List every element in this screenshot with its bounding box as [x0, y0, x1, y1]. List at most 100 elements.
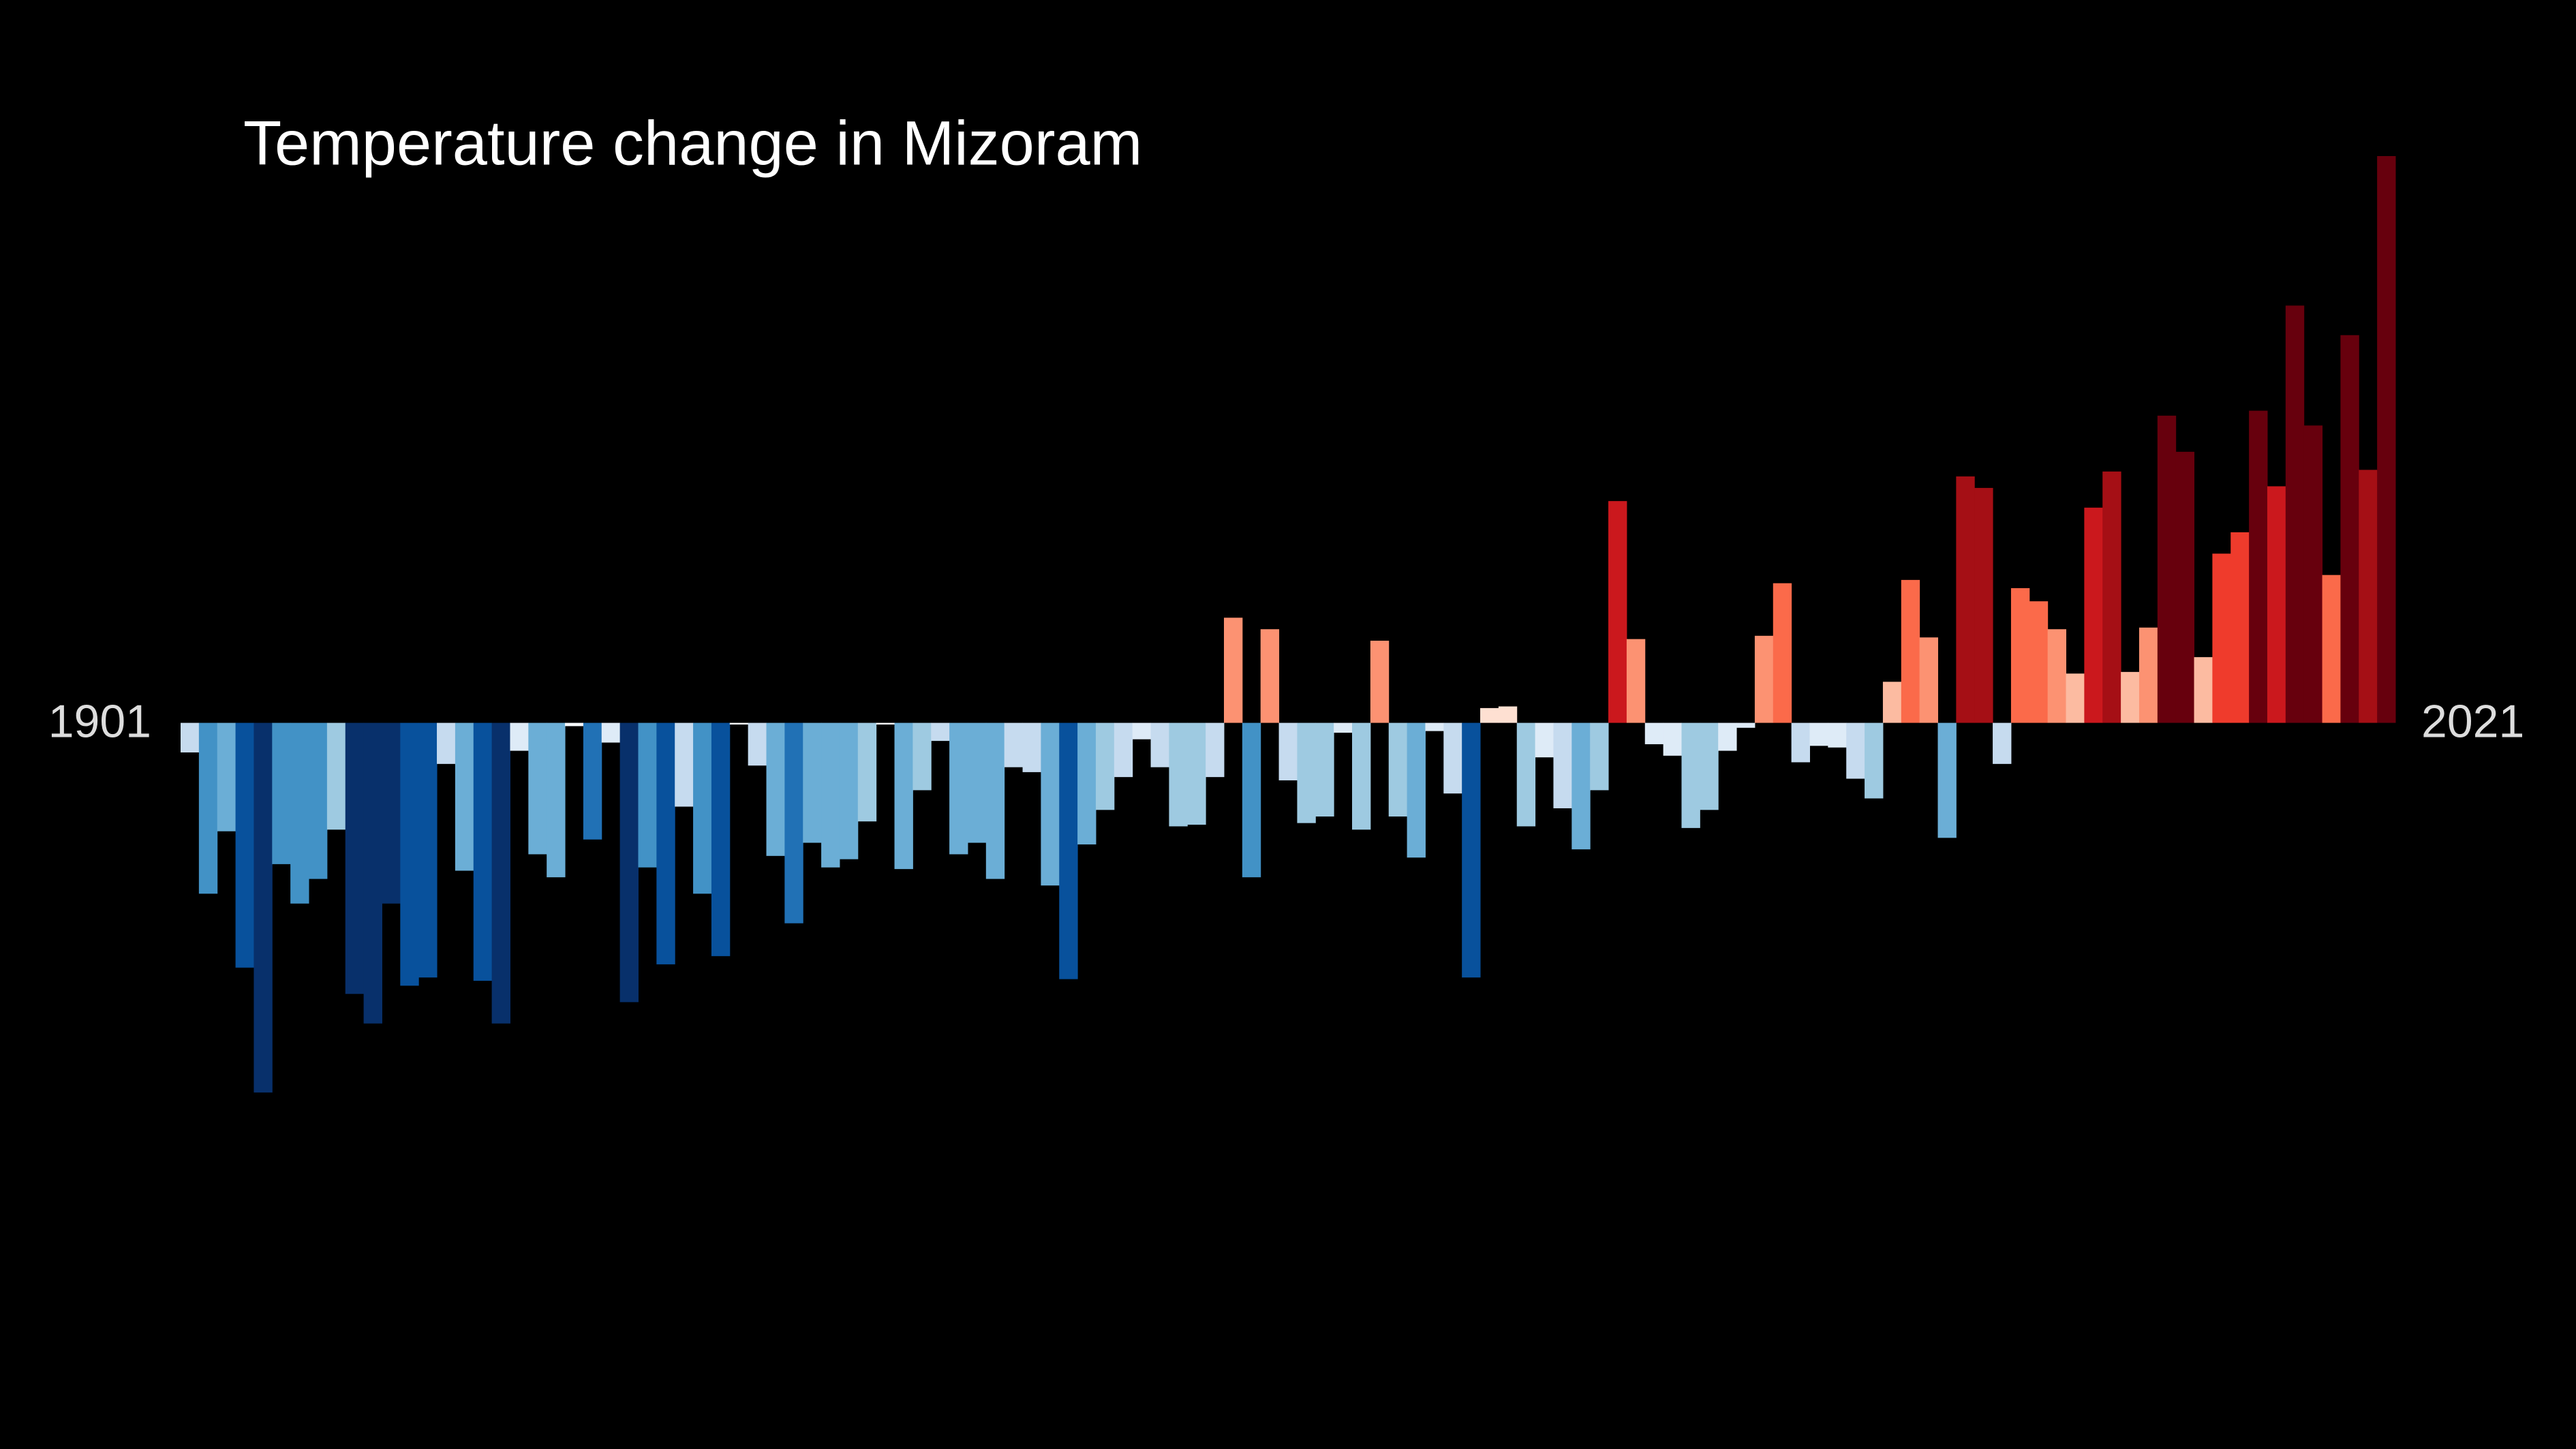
- bar: [784, 722, 803, 924]
- bar: [949, 722, 968, 855]
- bar: [729, 722, 749, 724]
- bar: [2157, 415, 2177, 723]
- bar: [1626, 639, 1646, 723]
- bar: [1223, 617, 1243, 723]
- bar: [565, 722, 584, 727]
- bar: [1004, 722, 1024, 767]
- bar: [1388, 722, 1408, 817]
- bar: [2175, 451, 2195, 723]
- bar: [272, 722, 291, 864]
- bar: [985, 722, 1005, 879]
- bar: [1077, 722, 1097, 844]
- bar: [528, 722, 547, 855]
- bar: [1278, 722, 1298, 780]
- bar: [418, 722, 438, 978]
- bar: [748, 722, 767, 766]
- bar: [2066, 673, 2085, 723]
- x-tick-label: 1901: [48, 696, 151, 748]
- bar: [1498, 706, 1518, 723]
- bar: [181, 722, 200, 752]
- bar: [1937, 722, 1957, 838]
- bar: [1260, 629, 1280, 723]
- bar: [473, 722, 493, 981]
- bar: [290, 722, 309, 904]
- bar: [1480, 707, 1499, 723]
- bar: [675, 722, 694, 807]
- bar: [510, 722, 529, 751]
- bar: [2267, 486, 2286, 723]
- bar: [1150, 722, 1169, 767]
- bar: [913, 722, 932, 791]
- bar: [967, 722, 987, 843]
- bar: [1443, 722, 1462, 794]
- bar: [1059, 722, 1078, 979]
- bar: [2212, 553, 2231, 723]
- bar: [1095, 722, 1115, 810]
- bar: [254, 722, 273, 1093]
- bar: [619, 722, 639, 1003]
- bar: [1334, 722, 1353, 733]
- bar: [1791, 722, 1810, 763]
- bar: [547, 722, 566, 878]
- bar: [2010, 588, 2030, 723]
- bar: [326, 722, 346, 830]
- bar: [656, 722, 675, 964]
- bar: [1187, 722, 1206, 825]
- bar: [2102, 471, 2121, 723]
- bar: [309, 722, 328, 879]
- bar: [1169, 722, 1188, 827]
- bar: [1681, 722, 1700, 828]
- bar: [876, 722, 895, 724]
- bar: [931, 722, 950, 742]
- bar: [1663, 722, 1682, 756]
- bar: [1553, 722, 1572, 808]
- bar: [1022, 722, 1041, 772]
- bar: [1736, 722, 1755, 728]
- bar: [382, 722, 401, 904]
- bar: [638, 722, 657, 868]
- bar: [2029, 601, 2049, 723]
- bar: [2138, 627, 2158, 723]
- bar: [1041, 722, 1060, 886]
- bar: [1297, 722, 1316, 823]
- bar: [1993, 722, 2012, 764]
- bar: [1865, 722, 1884, 799]
- bar: [235, 722, 254, 968]
- bar: [1754, 635, 1774, 723]
- bar: [1516, 722, 1536, 827]
- bar: [601, 722, 621, 743]
- bar: [1242, 722, 1261, 878]
- bar: [2084, 507, 2103, 723]
- bar: [1407, 722, 1426, 858]
- bar: [400, 722, 419, 986]
- bar: [1315, 722, 1334, 817]
- bar: [1462, 722, 1481, 978]
- bar: [1846, 722, 1865, 779]
- bar: [2377, 155, 2396, 723]
- bar: [491, 722, 510, 1024]
- bar: [363, 722, 382, 1024]
- bar: [821, 722, 840, 868]
- bar: [1700, 722, 1719, 810]
- bar: [711, 722, 731, 956]
- bar: [2322, 575, 2341, 723]
- bar: [1571, 722, 1591, 850]
- bar: [2121, 671, 2140, 723]
- bar: [1535, 722, 1554, 758]
- bar: [1352, 722, 1371, 830]
- bar: [455, 722, 474, 871]
- bar: [198, 722, 218, 894]
- bar: [2303, 425, 2323, 723]
- bar: [1644, 722, 1664, 744]
- bar: [1608, 501, 1627, 723]
- bar: [583, 722, 602, 840]
- bar: [894, 722, 913, 870]
- bar: [693, 722, 712, 894]
- bar: [1956, 476, 1975, 723]
- bar: [1206, 722, 1225, 778]
- bar: [2340, 335, 2359, 723]
- bar: [766, 722, 785, 856]
- bar: [1809, 722, 1828, 746]
- bar: [839, 722, 859, 859]
